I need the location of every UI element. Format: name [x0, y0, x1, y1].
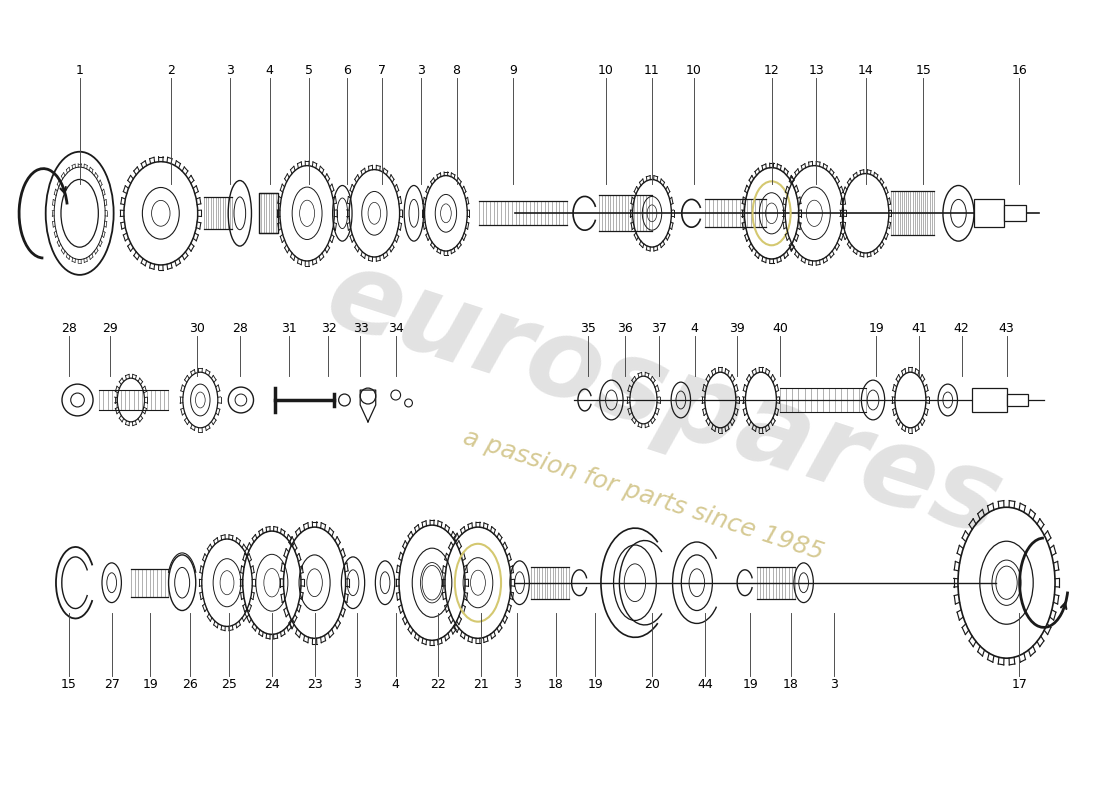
Text: 22: 22: [430, 678, 447, 691]
Text: 39: 39: [729, 322, 746, 335]
Polygon shape: [360, 390, 376, 422]
Text: 1: 1: [76, 64, 84, 77]
Text: 11: 11: [645, 64, 660, 77]
Text: 14: 14: [858, 64, 873, 77]
Text: 9: 9: [509, 64, 517, 77]
Text: 37: 37: [651, 322, 668, 335]
Text: 20: 20: [645, 678, 660, 691]
Text: 19: 19: [587, 678, 603, 691]
Text: 28: 28: [60, 322, 77, 335]
Text: 27: 27: [103, 678, 120, 691]
Text: 7: 7: [377, 64, 386, 77]
Bar: [1006, 394, 1027, 406]
Text: 24: 24: [264, 678, 279, 691]
Text: 34: 34: [388, 322, 404, 335]
Text: 3: 3: [829, 678, 837, 691]
Text: 6: 6: [343, 64, 351, 77]
Text: eurospares: eurospares: [315, 241, 1015, 559]
Text: 30: 30: [189, 322, 205, 335]
Text: 4: 4: [266, 64, 274, 77]
Text: a passion for parts since 1985: a passion for parts since 1985: [460, 426, 827, 565]
Text: 40: 40: [772, 322, 788, 335]
Text: 17: 17: [1011, 678, 1027, 691]
Text: 4: 4: [392, 678, 399, 691]
Text: 3: 3: [514, 678, 521, 691]
Text: 26: 26: [182, 678, 198, 691]
Text: 42: 42: [954, 322, 969, 335]
Text: 21: 21: [473, 678, 490, 691]
Text: 13: 13: [808, 64, 824, 77]
Text: 19: 19: [142, 678, 158, 691]
Text: 18: 18: [783, 678, 799, 691]
Text: 16: 16: [1012, 64, 1027, 77]
Text: 32: 32: [320, 322, 337, 335]
Text: 44: 44: [697, 678, 713, 691]
Text: 43: 43: [999, 322, 1014, 335]
Text: 15: 15: [915, 64, 932, 77]
Text: 35: 35: [580, 322, 596, 335]
Text: 8: 8: [452, 64, 461, 77]
Bar: [975, 199, 1004, 227]
Text: 23: 23: [307, 678, 322, 691]
Bar: [972, 388, 1006, 412]
Text: 25: 25: [221, 678, 238, 691]
Text: 3: 3: [227, 64, 234, 77]
Text: 10: 10: [598, 64, 614, 77]
Text: 18: 18: [548, 678, 564, 691]
Text: 41: 41: [911, 322, 927, 335]
Text: 3: 3: [353, 678, 361, 691]
Text: 33: 33: [353, 322, 369, 335]
Text: 19: 19: [742, 678, 758, 691]
Text: 28: 28: [232, 322, 248, 335]
Text: 2: 2: [167, 64, 175, 77]
Text: 10: 10: [685, 64, 702, 77]
Text: 15: 15: [60, 678, 77, 691]
Text: 19: 19: [868, 322, 884, 335]
Text: 31: 31: [282, 322, 297, 335]
Text: 3: 3: [417, 64, 426, 77]
Text: 29: 29: [101, 322, 118, 335]
Text: 36: 36: [617, 322, 634, 335]
Text: 5: 5: [305, 64, 314, 77]
Text: 4: 4: [691, 322, 698, 335]
Bar: [260, 194, 278, 233]
Text: 12: 12: [763, 64, 780, 77]
Bar: [1004, 206, 1025, 222]
